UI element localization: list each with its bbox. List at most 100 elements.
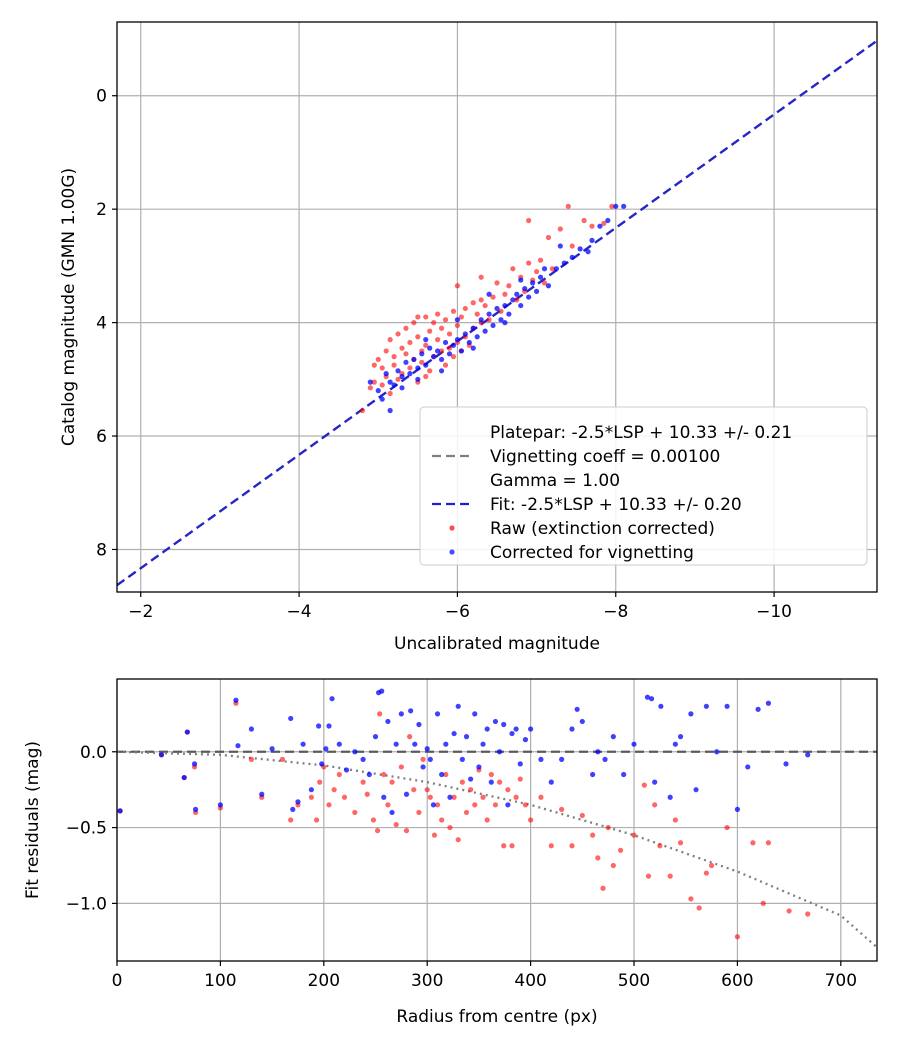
raw-point bbox=[765, 840, 772, 846]
corrected-point bbox=[538, 756, 544, 762]
x-tick-label: 200 bbox=[308, 971, 340, 991]
corrected-point bbox=[463, 734, 470, 740]
raw-point bbox=[541, 280, 548, 286]
corrected-point bbox=[184, 729, 190, 735]
corrected-point bbox=[677, 734, 684, 740]
corrected-point bbox=[667, 794, 673, 800]
y-tick-label: 6 bbox=[96, 427, 107, 447]
corrected-point bbox=[416, 721, 422, 728]
corrected-point bbox=[393, 741, 399, 747]
raw-point bbox=[352, 809, 358, 816]
top-fit-lines bbox=[117, 39, 877, 587]
raw-point bbox=[760, 900, 766, 906]
raw-point bbox=[537, 257, 544, 263]
raw-point bbox=[486, 317, 492, 323]
raw-point bbox=[371, 379, 377, 385]
legend: Platepar: -2.5*LSP + 10.33 +/- 0.21 Vigne… bbox=[419, 406, 868, 566]
corrected-point bbox=[248, 726, 255, 732]
raw-point bbox=[498, 308, 504, 314]
raw-point bbox=[451, 794, 457, 800]
corrected-point bbox=[343, 767, 350, 773]
corrected-point bbox=[574, 706, 580, 712]
corrected-point bbox=[518, 277, 524, 283]
corrected-point bbox=[217, 802, 223, 808]
corrected-point bbox=[478, 317, 484, 323]
raw-point bbox=[545, 234, 552, 241]
raw-point bbox=[484, 817, 490, 823]
corrected-point bbox=[387, 407, 393, 414]
corrected-point bbox=[577, 246, 583, 252]
raw-point bbox=[326, 802, 332, 808]
corrected-point bbox=[233, 697, 239, 703]
corrected-point bbox=[403, 791, 410, 797]
corrected-point bbox=[652, 779, 658, 785]
raw-point bbox=[359, 407, 366, 414]
corrected-point bbox=[323, 746, 329, 752]
corrected-point bbox=[391, 382, 397, 388]
raw-point bbox=[549, 266, 556, 272]
raw-point bbox=[375, 356, 381, 363]
raw-point bbox=[468, 787, 474, 793]
y-tick-label: 4 bbox=[96, 314, 107, 334]
raw-point bbox=[458, 314, 464, 320]
corrected-point bbox=[783, 761, 789, 767]
raw-point bbox=[488, 771, 494, 778]
corrected-point bbox=[288, 715, 294, 722]
raw-point bbox=[641, 782, 647, 788]
raw-point bbox=[579, 812, 585, 819]
corrected-point bbox=[644, 694, 651, 700]
corrected-point bbox=[454, 317, 461, 323]
raw-point bbox=[403, 325, 409, 331]
legend-entry-label: Corrected for vignetting bbox=[490, 543, 694, 563]
raw-point bbox=[395, 376, 401, 382]
raw-point bbox=[470, 300, 476, 306]
raw-point bbox=[645, 873, 652, 879]
raw-point bbox=[431, 832, 438, 838]
x-tick-label: −4 bbox=[287, 602, 312, 622]
corrected-point bbox=[181, 774, 187, 781]
raw-point bbox=[517, 776, 523, 782]
raw-point bbox=[279, 756, 286, 762]
raw-point bbox=[403, 351, 409, 357]
x-tick-label: 0 bbox=[112, 971, 123, 991]
raw-point bbox=[423, 373, 429, 380]
y-tick-label: −1.0 bbox=[66, 894, 107, 914]
raw-point bbox=[381, 771, 387, 778]
corrected-point bbox=[470, 345, 476, 351]
raw-point bbox=[734, 934, 741, 940]
x-tick-label: 100 bbox=[204, 971, 236, 991]
raw-point bbox=[424, 787, 430, 793]
corrected-point bbox=[724, 703, 730, 709]
corrected-point bbox=[488, 779, 494, 785]
corrected-point bbox=[352, 749, 358, 755]
raw-point bbox=[435, 337, 441, 343]
corrected-point bbox=[494, 305, 500, 312]
raw-point bbox=[450, 354, 457, 360]
raw-point bbox=[438, 325, 445, 331]
y-tick-label: 0 bbox=[96, 87, 107, 107]
raw-point bbox=[416, 809, 422, 816]
corrected-point bbox=[486, 291, 492, 297]
raw-point bbox=[480, 794, 486, 800]
raw-point bbox=[370, 817, 377, 823]
corrected-point bbox=[492, 718, 499, 725]
raw-point bbox=[609, 203, 615, 209]
corrected-point bbox=[399, 385, 405, 391]
raw-point bbox=[631, 832, 637, 838]
corrected-point bbox=[462, 331, 468, 337]
raw-point bbox=[463, 809, 470, 816]
y-tick-label: 0.0 bbox=[80, 743, 107, 763]
raw-point bbox=[360, 779, 366, 785]
corrected-point bbox=[438, 356, 445, 363]
raw-point bbox=[427, 368, 433, 374]
corrected-point bbox=[502, 302, 508, 309]
raw-point bbox=[371, 362, 377, 368]
raw-point bbox=[383, 348, 389, 354]
corrected-point bbox=[442, 339, 449, 346]
corrected-point bbox=[631, 741, 637, 747]
corrected-point bbox=[385, 718, 391, 725]
corrected-point bbox=[553, 266, 559, 272]
raw-point bbox=[398, 764, 404, 770]
corrected-point bbox=[300, 741, 306, 747]
